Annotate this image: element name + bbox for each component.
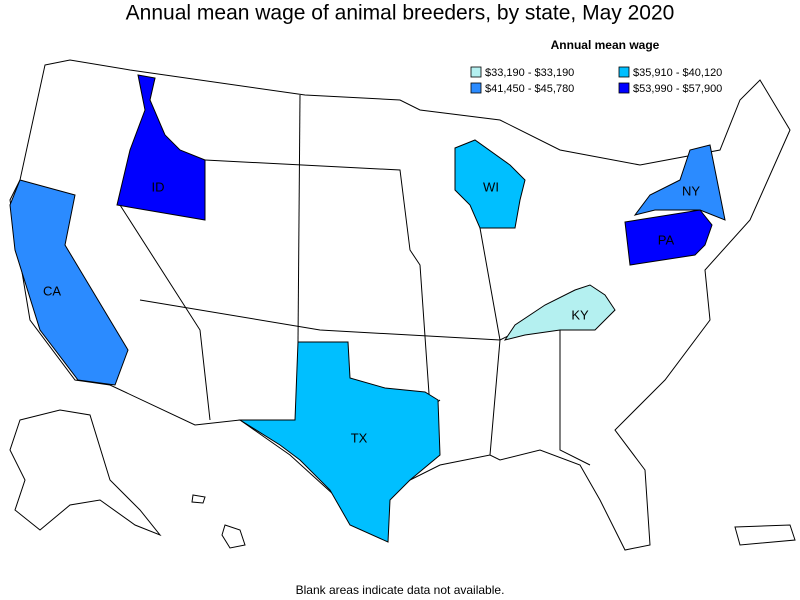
state <box>624 209 713 266</box>
legend-label: $33,190 - $33,190 <box>485 67 574 79</box>
footnote: Blank areas indicate data not available. <box>296 583 505 597</box>
hawaii <box>221 524 246 549</box>
legend-swatch <box>470 82 482 94</box>
legend-title: Annual mean wage <box>551 38 660 52</box>
hawaii <box>191 494 206 504</box>
state-label: NY <box>682 183 700 198</box>
legend-label: $53,990 - $57,900 <box>633 83 722 95</box>
state <box>116 74 206 221</box>
state-label: TX <box>351 430 368 445</box>
state-label: WI <box>483 179 499 194</box>
legend-swatch <box>618 66 630 78</box>
state <box>633 144 726 221</box>
state-borders <box>559 330 591 466</box>
legend-swatch <box>470 66 482 78</box>
state <box>238 341 441 543</box>
legend-label: $35,910 - $40,120 <box>633 67 722 79</box>
state-label: ID <box>152 179 165 194</box>
map-title: Annual mean wage of animal breeders, by … <box>126 2 675 25</box>
state-label: CA <box>43 283 61 298</box>
state <box>503 284 616 341</box>
state-borders <box>139 299 511 341</box>
puerto-rico <box>734 524 796 546</box>
state-label: PA <box>658 232 675 247</box>
states <box>9 74 726 543</box>
state-labels: ID CA WI NY PA KY TX <box>43 179 700 445</box>
alaska <box>9 409 162 537</box>
state <box>454 139 526 229</box>
legend: $33,190 - $33,190 $35,910 - $40,120 $41,45… <box>470 66 722 95</box>
state-borders <box>479 227 501 456</box>
legend-swatch <box>618 82 630 94</box>
legend-label: $41,450 - $45,780 <box>485 83 574 95</box>
state-label: KY <box>571 307 589 322</box>
state <box>9 179 129 386</box>
state-borders <box>297 94 301 343</box>
